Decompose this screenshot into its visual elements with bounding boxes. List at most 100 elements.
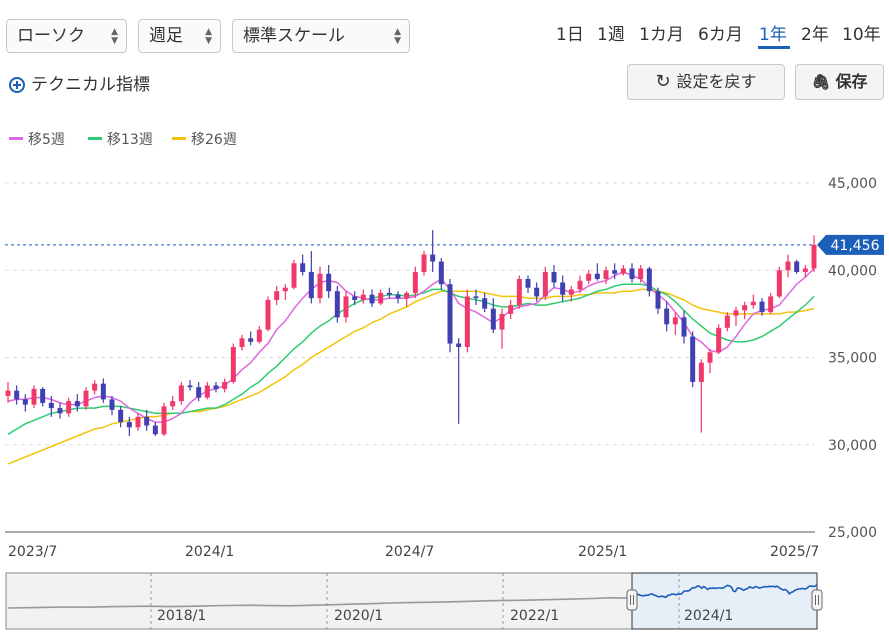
- candle[interactable]: [369, 289, 375, 307]
- candle[interactable]: [794, 259, 800, 274]
- candle[interactable]: [672, 312, 678, 335]
- candle[interactable]: [473, 289, 479, 306]
- candle[interactable]: [239, 334, 245, 351]
- candle[interactable]: [516, 275, 522, 309]
- range-navigator[interactable]: 2018/1 2020/1 2022/1 2024/1: [0, 570, 889, 640]
- candle[interactable]: [48, 395, 54, 417]
- candle[interactable]: [750, 294, 756, 309]
- candle[interactable]: [222, 378, 228, 393]
- candle[interactable]: [352, 291, 358, 306]
- candle[interactable]: [430, 230, 436, 272]
- candle[interactable]: [248, 331, 254, 346]
- candle[interactable]: [724, 312, 730, 332]
- candle[interactable]: [655, 287, 661, 314]
- candle[interactable]: [213, 381, 219, 393]
- candle[interactable]: [811, 235, 817, 272]
- candle[interactable]: [126, 416, 132, 437]
- candle[interactable]: [395, 291, 401, 304]
- range-10y[interactable]: 10年: [842, 25, 881, 45]
- range-6m[interactable]: 6カ月: [698, 25, 743, 45]
- candle[interactable]: [690, 331, 696, 388]
- chart-type-select[interactable]: ローソク ▲ ▼: [6, 19, 127, 53]
- candle[interactable]: [118, 406, 124, 428]
- candle[interactable]: [196, 381, 202, 402]
- candle[interactable]: [404, 291, 410, 307]
- period-select[interactable]: 週足 ▲ ▼: [138, 19, 221, 53]
- candle[interactable]: [456, 338, 462, 424]
- candle[interactable]: [170, 395, 176, 410]
- candle[interactable]: [74, 394, 80, 412]
- candle[interactable]: [421, 251, 427, 276]
- candle[interactable]: [802, 265, 808, 278]
- candle[interactable]: [768, 292, 774, 314]
- candle[interactable]: [204, 381, 210, 400]
- candle[interactable]: [603, 266, 609, 285]
- candle[interactable]: [508, 299, 514, 320]
- candle[interactable]: [551, 265, 557, 288]
- candle[interactable]: [499, 308, 505, 349]
- range-1m[interactable]: 1カ月: [639, 25, 684, 45]
- candle[interactable]: [334, 285, 340, 323]
- navigator-selection[interactable]: [631, 572, 818, 630]
- candle[interactable]: [144, 409, 150, 431]
- candle[interactable]: [378, 289, 384, 306]
- candle[interactable]: [83, 387, 89, 410]
- save-button[interactable]: 🖇 保存: [795, 64, 884, 100]
- range-2y[interactable]: 2年: [801, 25, 829, 45]
- candle[interactable]: [57, 402, 63, 419]
- candle[interactable]: [525, 275, 531, 293]
- candle[interactable]: [490, 298, 496, 334]
- candle[interactable]: [178, 381, 184, 405]
- candle[interactable]: [568, 285, 574, 302]
- candle[interactable]: [317, 266, 323, 304]
- candle[interactable]: [594, 263, 600, 281]
- range-1y[interactable]: 1年: [759, 25, 787, 45]
- candle[interactable]: [282, 284, 288, 300]
- range-1w[interactable]: 1週: [597, 25, 625, 45]
- candle[interactable]: [343, 291, 349, 323]
- candle[interactable]: [664, 301, 670, 332]
- candle[interactable]: [326, 265, 332, 299]
- candle[interactable]: [308, 251, 314, 304]
- candle[interactable]: [733, 306, 739, 327]
- candle[interactable]: [135, 413, 141, 431]
- candle[interactable]: [785, 254, 791, 278]
- navigator-handle[interactable]: [626, 589, 638, 611]
- candle[interactable]: [438, 258, 444, 290]
- candle[interactable]: [5, 381, 11, 403]
- candle[interactable]: [100, 378, 106, 403]
- candle[interactable]: [542, 266, 548, 300]
- candle[interactable]: [464, 289, 470, 353]
- candle[interactable]: [360, 289, 366, 304]
- candle[interactable]: [482, 292, 488, 313]
- candle[interactable]: [759, 298, 765, 316]
- candle[interactable]: [274, 285, 280, 306]
- candle[interactable]: [646, 266, 652, 297]
- candle[interactable]: [22, 394, 28, 412]
- candle[interactable]: [447, 278, 453, 353]
- candle[interactable]: [577, 275, 583, 293]
- candle[interactable]: [716, 324, 722, 355]
- candle[interactable]: [386, 287, 392, 299]
- candle[interactable]: [612, 263, 618, 279]
- technical-indicator-button[interactable]: テクニカル指標: [9, 70, 150, 95]
- candle[interactable]: [109, 395, 115, 416]
- candle[interactable]: [586, 270, 592, 285]
- candlestick-chart[interactable]: 45,000 40,000 35,000 30,000 25,000 2023/7 2024…: [0, 0, 889, 560]
- candle[interactable]: [698, 359, 704, 433]
- candle[interactable]: [707, 348, 713, 374]
- candle[interactable]: [681, 310, 687, 344]
- candle[interactable]: [560, 275, 566, 302]
- candle[interactable]: [161, 402, 167, 437]
- candle[interactable]: [534, 282, 540, 302]
- candle[interactable]: [300, 254, 306, 276]
- reset-settings-button[interactable]: ↻ 設定を戻す: [627, 64, 785, 100]
- candle[interactable]: [629, 263, 635, 283]
- candle[interactable]: [66, 397, 72, 417]
- candle[interactable]: [776, 266, 782, 299]
- candle[interactable]: [31, 385, 37, 409]
- navigator-handle[interactable]: [811, 589, 823, 611]
- scale-select[interactable]: 標準スケール ▲ ▼: [232, 19, 410, 53]
- candle[interactable]: [14, 385, 20, 405]
- candle[interactable]: [742, 301, 748, 320]
